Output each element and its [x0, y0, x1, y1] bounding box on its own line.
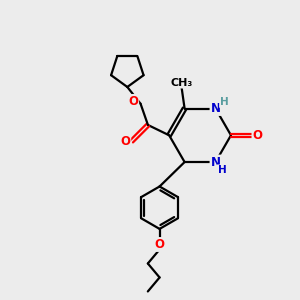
Text: H: H	[218, 165, 226, 175]
Text: O: O	[253, 129, 262, 142]
Text: O: O	[154, 238, 165, 251]
Text: O: O	[120, 135, 130, 148]
Text: O: O	[128, 95, 138, 108]
Text: N: N	[211, 156, 220, 169]
Text: CH₃: CH₃	[170, 78, 193, 88]
Text: N: N	[211, 102, 220, 115]
Text: H: H	[220, 97, 229, 107]
